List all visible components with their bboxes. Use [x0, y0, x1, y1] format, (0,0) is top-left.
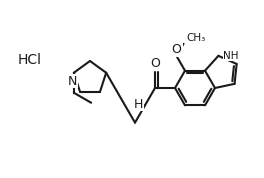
Text: O: O: [172, 43, 181, 56]
Text: NH: NH: [223, 51, 239, 61]
Text: HCl: HCl: [18, 53, 42, 67]
Text: N: N: [68, 75, 78, 88]
Text: H: H: [134, 98, 143, 111]
Text: CH₃: CH₃: [186, 33, 206, 43]
Text: O: O: [150, 57, 160, 70]
